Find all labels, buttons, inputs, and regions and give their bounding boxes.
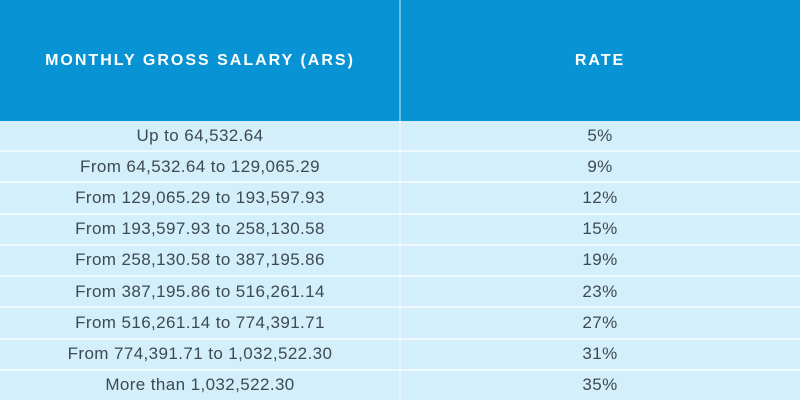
table-row: Up to 64,532.64 5%: [0, 121, 800, 150]
column-header-salary: MONTHLY GROSS SALARY (ARS): [45, 51, 355, 69]
rate-cell: 27%: [582, 312, 618, 332]
table-row: From 129,065.29 to 193,597.93 12%: [0, 181, 800, 212]
table-row: From 516,261.14 to 774,391.71 27%: [0, 306, 800, 337]
salary-cell: From 516,261.14 to 774,391.71: [75, 312, 325, 332]
rate-cell: 35%: [582, 375, 618, 395]
salary-cell: From 193,597.93 to 258,130.58: [75, 219, 325, 239]
table-row: From 774,391.71 to 1,032,522.30 31%: [0, 337, 800, 369]
rate-cell: 31%: [582, 344, 618, 364]
table-row: More than 1,032,522.30 35%: [0, 368, 800, 400]
salary-cell: From 387,195.86 to 516,261.14: [75, 281, 325, 301]
salary-cell: From 258,130.58 to 387,195.86: [75, 250, 325, 270]
rate-cell: 12%: [582, 188, 618, 208]
rate-cell: 23%: [582, 281, 618, 301]
table-row: From 258,130.58 to 387,195.86 19%: [0, 243, 800, 275]
rate-cell: 15%: [582, 219, 618, 239]
column-header-rate: RATE: [574, 51, 626, 69]
salary-cell: From 129,065.29 to 193,597.93: [75, 188, 325, 208]
salary-cell: More than 1,032,522.30: [105, 375, 295, 395]
rate-cell: 9%: [587, 156, 613, 176]
rate-cell: 5%: [587, 125, 613, 145]
table-body: Up to 64,532.64 5% From 64,532.64 to 129…: [0, 121, 800, 400]
salary-cell: Up to 64,532.64: [136, 125, 264, 145]
table-row: From 193,597.93 to 258,130.58 15%: [0, 212, 800, 244]
table-header-row: MONTHLY GROSS SALARY (ARS) RATE: [0, 0, 800, 121]
rate-cell: 19%: [582, 250, 618, 270]
table-row: From 64,532.64 to 129,065.29 9%: [0, 150, 800, 181]
table-row: From 387,195.86 to 516,261.14 23%: [0, 275, 800, 306]
salary-cell: From 774,391.71 to 1,032,522.30: [67, 344, 333, 364]
salary-cell: From 64,532.64 to 129,065.29: [80, 156, 320, 176]
